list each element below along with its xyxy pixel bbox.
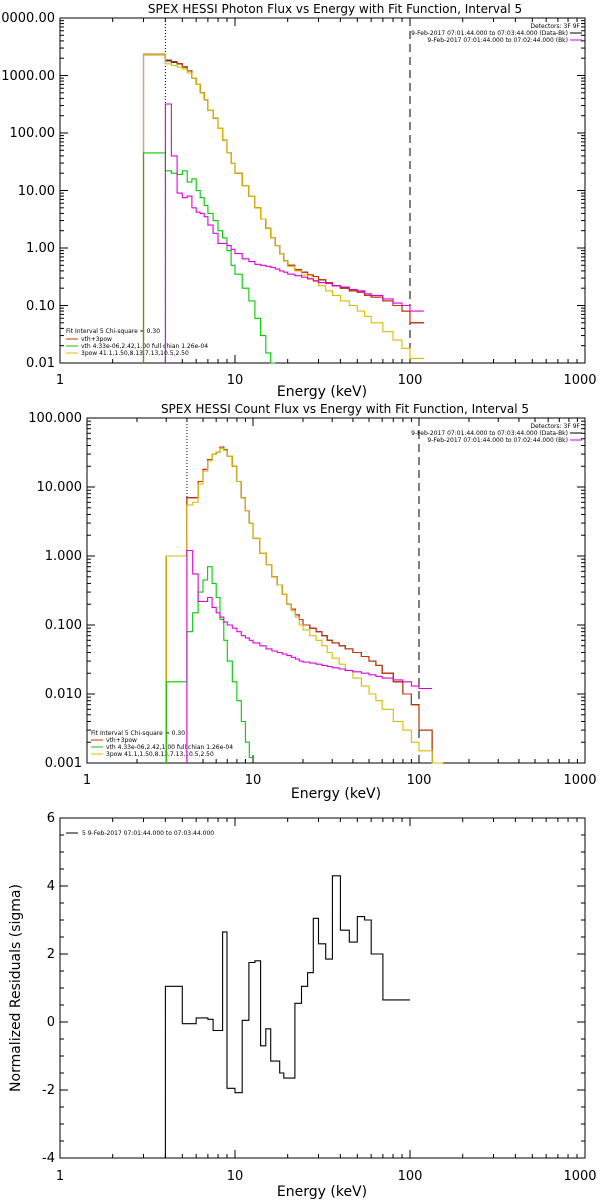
x-tick-100: 100 [398, 1169, 423, 1184]
x-tick-1000: 1000 [563, 1169, 596, 1184]
series-line-fit [142, 53, 424, 363]
series-line-vth [142, 152, 276, 364]
y-tick-2: 1.00 [26, 241, 55, 256]
legend-detectors: Detectors: 3F 9F [530, 23, 580, 30]
legend-detectors: Detectors: 3F 9F [530, 423, 580, 430]
y-tick-3: 1.000 [45, 549, 82, 564]
legend-vth-params: vth 4.33e-06,2.42,1.00 full chian 1.26e-… [106, 744, 233, 751]
legend-fit-interval: Fit Interval 5 Chi-square = 0.30 [66, 328, 160, 335]
series-line-bpow [142, 54, 424, 363]
y-tick-5: 100.000 [28, 411, 82, 426]
y-tick-4: 100.00 [10, 126, 56, 141]
plot-frame [59, 817, 586, 1159]
y-axis-label: Normalized Residuals (sigma) [8, 884, 24, 1092]
plot-frame [86, 417, 586, 764]
photon-flux-title: SPEX HESSI Photon Flux vs Energy with Fi… [148, 2, 522, 16]
legend-data-interval: 9-Feb-2017 07:01:44.000 to 07:03:44.000 … [411, 30, 568, 37]
y-tick-5: 1000.00 [1, 69, 55, 84]
legend-left: Fit Interval 5 Chi-square = 0.30 vth+3po… [66, 328, 208, 357]
y-tick-1: 0.10 [26, 299, 55, 314]
y-tick-0: 0.01 [26, 356, 55, 371]
x-tick-10: 10 [245, 773, 262, 788]
series-line-bpow [165, 448, 444, 764]
y-tick-neg2: -2 [42, 1083, 55, 1098]
y-tick-6: 6 [47, 811, 55, 826]
x-axis-label: Energy (keV) [277, 384, 367, 400]
series-line-5 [164, 875, 410, 1158]
y-tick-3: 10.00 [18, 184, 55, 199]
y-tick-4: 4 [47, 879, 55, 894]
legend-fit-interval: Fit Interval 5 Chi-square = 0.30 [91, 730, 185, 737]
photon-flux-series [59, 18, 585, 364]
count-flux-series [86, 418, 585, 764]
x-tick-1: 1 [83, 773, 91, 788]
x-axis-label: Energy (keV) [277, 1184, 367, 1200]
x-tick-10: 10 [227, 1169, 244, 1184]
y-tick-4: 10.000 [37, 480, 83, 495]
y-tick-labels: -4 -2 0 2 4 6 [42, 811, 55, 1166]
count-flux-title: SPEX HESSI Count Flux vs Energy with Fit… [161, 402, 529, 416]
x-tick-100: 100 [407, 773, 432, 788]
legend-right: Detectors: 3F 9F 9-Feb-2017 07:01:44.000… [411, 423, 582, 444]
y-tick-labels: 0.001 0.010 0.100 1.000 10.000 100.000 [28, 411, 82, 771]
series-line-background [186, 549, 433, 763]
legend-right: Detectors: 3F 9F 9-Feb-2017 07:01:44.000… [411, 23, 582, 44]
x-tick-1000: 1000 [563, 773, 596, 788]
residuals-series [59, 817, 585, 1159]
x-tick-1000: 1000 [563, 373, 596, 388]
y-tick-labels: 0.01 0.10 1.00 10.00 100.00 1000.00 1000… [0, 11, 55, 371]
x-tick-labels: 1 10 100 1000 [56, 1169, 597, 1184]
count-flux-panel: SPEX HESSI Count Flux vs Energy with Fit… [28, 402, 596, 802]
y-tick-2: 2 [47, 947, 55, 962]
legend: 5 9-Feb-2017 07:01:44.000 to 07:03:44.00… [66, 830, 214, 837]
y-tick-0: 0 [47, 1015, 55, 1030]
x-tick-1: 1 [56, 373, 64, 388]
legend-fit-function: vth+3pow [81, 336, 112, 343]
legend-vth-params: vth 4.33e-06,2.42,1.00 full chian 1.26e-… [81, 343, 208, 350]
x-tick-100: 100 [398, 373, 423, 388]
y-tick-1: 0.010 [45, 687, 82, 702]
y-tick-0: 0.001 [45, 756, 82, 771]
legend-fit-function: vth+3pow [106, 737, 137, 744]
y-tick-neg4: -4 [42, 1151, 55, 1166]
x-tick-1: 1 [56, 1169, 64, 1184]
x-tick-10: 10 [227, 373, 244, 388]
legend-bk-interval: 9-Feb-2017 07:01:44.000 to 07:02:44.000 … [427, 37, 568, 44]
legend-left: Fit Interval 5 Chi-square = 0.30 vth+3po… [91, 730, 233, 758]
y-tick-2: 0.100 [45, 618, 82, 633]
series-line-total [142, 54, 424, 363]
residuals-panel: 1 10 100 1000 -4 -2 0 2 4 6 Energy (keV)… [8, 811, 597, 1200]
legend-data-interval: 9-Feb-2017 07:01:44.000 to 07:03:44.000 … [411, 430, 568, 437]
x-axis-label: Energy (keV) [291, 786, 381, 802]
x-tick-labels: 1 10 100 1000 [83, 773, 597, 788]
series-line-total [165, 446, 444, 764]
legend-3pow-params: 3pow 41.1,1.50,8.13,7.13,10.5,2.50 [81, 350, 189, 357]
legend-3pow-params: 3pow 41.1,1.50,8.13,7.13,10.5,2.50 [106, 751, 214, 758]
legend-entry: 5 9-Feb-2017 07:01:44.000 to 07:03:44.00… [82, 830, 214, 837]
legend-bk-interval: 9-Feb-2017 07:01:44.000 to 07:02:44.000 … [427, 437, 568, 444]
plot-frame [59, 17, 586, 364]
series-line-background [164, 103, 424, 363]
photon-flux-panel: SPEX HESSI Photon Flux vs Energy with Fi… [0, 2, 597, 400]
series-line-fit [165, 446, 444, 764]
series-line-vth [165, 566, 253, 763]
x-tick-labels: 1 10 100 1000 [56, 373, 597, 388]
